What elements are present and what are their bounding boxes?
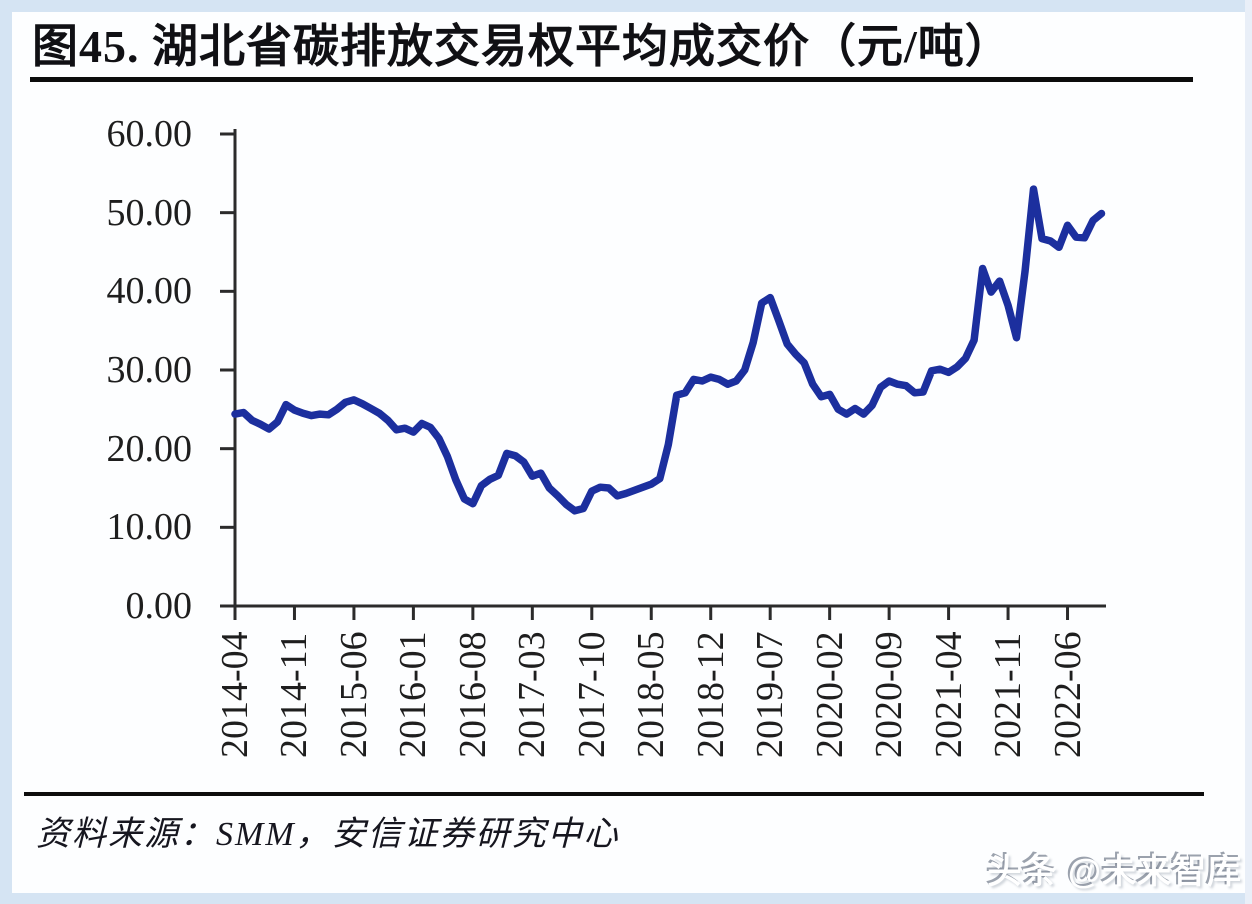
x-axis-label: 2021-04 — [927, 631, 970, 758]
x-axis-label: 2020-09 — [868, 631, 911, 758]
price-line — [231, 185, 1106, 515]
source-label: 资料来源：SMM，安信证券研究中心 — [36, 816, 620, 853]
y-axis-label: 60.00 — [106, 112, 193, 155]
figure-title: 图45. 湖北省碳排放交易权平均成交价（元/吨） — [32, 21, 1012, 72]
title-underline — [30, 77, 1193, 82]
x-axis-label: 2017-10 — [570, 631, 613, 758]
x-axis-label: 2015-06 — [332, 631, 375, 758]
y-axis-label: 30.00 — [106, 348, 193, 391]
x-axis-label: 2021-11 — [987, 632, 1030, 758]
x-axis-label: 2018-05 — [630, 631, 673, 758]
x-axis-label: 2019-07 — [749, 631, 792, 758]
y-axis-label: 50.00 — [106, 191, 193, 234]
axes — [233, 129, 1106, 608]
page-margin-top — [0, 0, 1252, 12]
y-axis-label: 20.00 — [106, 427, 193, 470]
page-margin-left — [0, 0, 12, 904]
toutiao-watermark: 头条 @未来智库 — [987, 853, 1242, 891]
page-margin-bottom — [0, 893, 1252, 904]
x-axis-label: 2018-12 — [689, 631, 732, 758]
x-axis-label: 2022-06 — [1046, 631, 1089, 758]
x-axis-label: 2014-04 — [214, 631, 256, 758]
x-axis-label: 2017-03 — [511, 631, 554, 758]
x-axis-label: 2014-11 — [273, 632, 316, 758]
page-margin-right — [1245, 0, 1252, 904]
source-divider — [24, 792, 1204, 796]
y-axis-label: 10.00 — [106, 506, 193, 549]
x-axis-label: 2016-01 — [392, 631, 435, 758]
x-axis-label: 2016-08 — [451, 631, 494, 758]
y-axis-label: 0.00 — [125, 585, 193, 627]
y-axis-label: 40.00 — [106, 270, 193, 313]
x-axis-label: 2020-02 — [808, 631, 851, 758]
